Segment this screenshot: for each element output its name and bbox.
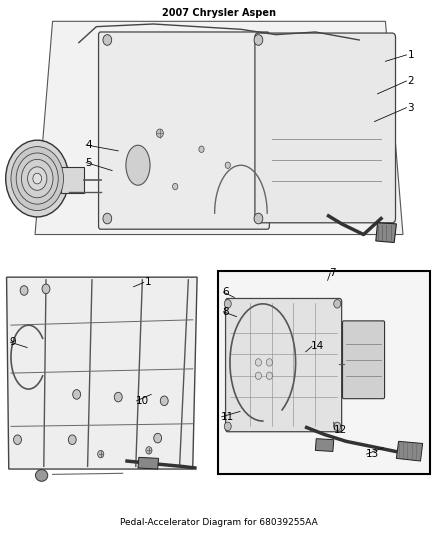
Polygon shape [35,21,403,235]
Polygon shape [315,439,334,451]
Text: 14: 14 [311,342,324,351]
Circle shape [154,433,162,443]
Circle shape [255,372,261,379]
Circle shape [266,359,272,366]
Polygon shape [138,457,159,469]
Circle shape [68,435,76,445]
Circle shape [254,35,263,45]
Circle shape [103,213,112,224]
Circle shape [255,359,261,366]
Circle shape [16,153,58,204]
Circle shape [11,147,64,211]
Text: 6: 6 [223,287,229,297]
Text: 2007 Chrysler Aspen: 2007 Chrysler Aspen [162,9,276,18]
Text: 4: 4 [85,140,92,150]
Text: 2: 2 [407,76,414,86]
Circle shape [103,35,112,45]
Circle shape [114,392,122,402]
Circle shape [173,183,178,190]
Circle shape [14,435,21,445]
FancyBboxPatch shape [226,298,342,432]
Circle shape [224,300,231,308]
Circle shape [199,146,204,152]
Ellipse shape [35,470,48,481]
Circle shape [225,162,230,168]
Circle shape [254,213,263,224]
Ellipse shape [126,145,150,185]
Circle shape [6,140,69,217]
Bar [218,271,430,474]
Circle shape [334,422,341,431]
Text: 12: 12 [334,425,347,434]
Circle shape [42,284,50,294]
Polygon shape [376,223,396,243]
Circle shape [98,450,104,458]
Circle shape [73,390,81,399]
Text: 11: 11 [221,412,234,422]
Circle shape [156,129,163,138]
Circle shape [160,396,168,406]
Text: 1: 1 [407,50,414,60]
FancyBboxPatch shape [343,321,385,399]
Circle shape [21,159,53,198]
Bar [61,167,84,193]
Circle shape [33,173,42,184]
Circle shape [266,372,272,379]
Circle shape [28,167,47,190]
Text: 10: 10 [136,396,149,406]
Text: 9: 9 [10,337,16,347]
Circle shape [146,447,152,454]
FancyBboxPatch shape [255,33,396,223]
Polygon shape [7,277,197,469]
Text: 7: 7 [329,268,336,278]
Circle shape [334,300,341,308]
Circle shape [224,422,231,431]
Text: 1: 1 [145,278,151,287]
Text: 5: 5 [85,158,92,167]
Text: 3: 3 [407,103,414,112]
Polygon shape [396,441,423,461]
Circle shape [20,286,28,295]
Text: 13: 13 [366,449,379,459]
Text: Pedal-Accelerator Diagram for 68039255AA: Pedal-Accelerator Diagram for 68039255AA [120,518,318,527]
Text: 8: 8 [223,307,229,317]
FancyBboxPatch shape [99,32,269,229]
